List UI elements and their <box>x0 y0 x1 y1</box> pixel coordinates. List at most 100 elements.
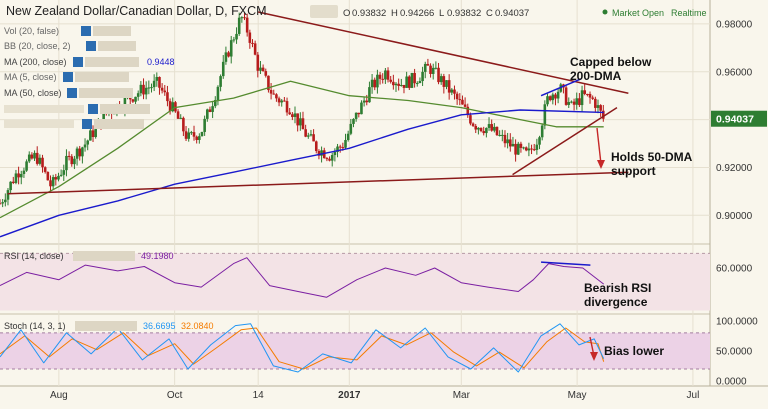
candle-body <box>208 109 212 112</box>
candle-body <box>139 84 143 94</box>
legend-row-ma200[interactable]: MA (200, close) 0.9448 <box>4 57 175 67</box>
candle-body <box>357 112 361 115</box>
candle-body <box>89 130 92 141</box>
candle <box>474 123 478 134</box>
candle-body <box>259 67 262 71</box>
eye-icon[interactable] <box>82 119 92 129</box>
candle <box>190 130 193 135</box>
candle-body <box>176 111 180 119</box>
candle <box>163 84 167 96</box>
eye-icon[interactable] <box>88 104 98 114</box>
candle-body <box>429 65 432 74</box>
candle <box>267 75 270 93</box>
candle <box>463 97 467 108</box>
candle <box>275 93 278 102</box>
x-tick-label: Oct <box>167 390 183 401</box>
legend-row-ichimoku[interactable] <box>4 104 150 114</box>
candle <box>413 68 416 88</box>
eye-icon[interactable] <box>81 26 91 36</box>
candle <box>229 35 233 64</box>
stoch-d-line <box>0 327 605 370</box>
legend-tools-icon[interactable] <box>93 26 131 36</box>
legend-ma200-value: 0.9448 <box>147 57 175 67</box>
candle <box>386 67 390 83</box>
candle <box>538 135 541 150</box>
candle <box>59 169 63 177</box>
legend-row-extra[interactable] <box>4 119 144 129</box>
candle-body <box>469 115 472 124</box>
candle <box>527 142 531 157</box>
candle-body <box>280 100 284 103</box>
candle <box>439 73 443 85</box>
candle <box>150 83 153 93</box>
rsi-legend[interactable]: RSI (14, close) 49.1980 <box>4 251 174 261</box>
stoch-legend[interactable]: Stoch (14, 3, 1) 36.6695 32.0840 <box>4 321 214 331</box>
legend-options-button[interactable] <box>310 5 338 18</box>
candle-body <box>405 76 408 88</box>
candle <box>551 92 555 105</box>
candle <box>479 127 483 133</box>
legend-tools-icon[interactable] <box>85 57 139 67</box>
candle <box>524 146 528 152</box>
candle <box>556 88 560 104</box>
candle-body <box>269 90 273 94</box>
legend-row-vol[interactable]: Vol (20, false) <box>4 26 131 36</box>
eye-icon[interactable] <box>86 41 96 51</box>
candle-body <box>580 90 584 106</box>
legend-row-ma5[interactable]: MA (5, close) <box>4 72 129 82</box>
y-tick-label: 0.92000 <box>716 163 753 174</box>
candle <box>306 132 310 139</box>
candle-body <box>498 134 501 136</box>
candle-body <box>293 113 297 117</box>
legend-row-ma50[interactable]: MA (50, close) <box>4 88 133 98</box>
legend-row-bb[interactable]: BB (20, close, 2) <box>4 41 136 51</box>
legend-tools-icon[interactable] <box>94 119 144 129</box>
legend-tools-icon[interactable] <box>98 41 136 51</box>
candle-body <box>588 93 592 98</box>
candle-body <box>538 137 541 145</box>
legend-tools-icon[interactable] <box>100 104 150 114</box>
candle <box>333 148 337 162</box>
candle <box>57 172 60 182</box>
eye-icon[interactable] <box>73 57 83 67</box>
candle <box>11 176 15 185</box>
candle-body <box>546 96 549 105</box>
candle-body <box>522 147 525 149</box>
candle <box>67 151 71 161</box>
candle-body <box>299 118 302 126</box>
legend-tools-icon[interactable] <box>73 251 135 261</box>
candle-body <box>368 87 371 103</box>
candle-body <box>346 133 350 140</box>
legend-tools-icon[interactable] <box>75 321 137 331</box>
candle <box>81 146 84 164</box>
candle-body <box>516 143 520 155</box>
candle-body <box>277 98 281 103</box>
indicator-legend: Vol (20, false) BB (20, close, 2) MA (20… <box>4 26 175 129</box>
eye-icon[interactable] <box>67 88 77 98</box>
candle <box>152 74 156 92</box>
candle <box>442 73 446 94</box>
candle <box>62 164 66 181</box>
candle-body <box>482 131 486 134</box>
candle-body <box>312 134 315 142</box>
candle-body <box>325 158 329 160</box>
candle-body <box>229 40 233 57</box>
ohlc-l-label: L <box>439 8 444 19</box>
candle-body <box>437 67 440 83</box>
candle <box>370 73 374 94</box>
eye-icon[interactable] <box>63 72 73 82</box>
ohlc-h-label: H <box>391 8 398 19</box>
candle <box>368 81 371 103</box>
candle <box>445 80 448 90</box>
legend-tools-icon[interactable] <box>75 72 129 82</box>
price-axis[interactable] <box>710 0 768 404</box>
candle <box>461 95 464 105</box>
candle <box>423 61 427 79</box>
candle <box>434 61 438 70</box>
candle-body <box>466 106 470 116</box>
legend-tools-icon[interactable] <box>79 88 133 98</box>
candle-body <box>237 17 241 34</box>
candle-body <box>272 93 276 95</box>
candle-body <box>384 70 387 80</box>
candle-body <box>378 74 382 79</box>
